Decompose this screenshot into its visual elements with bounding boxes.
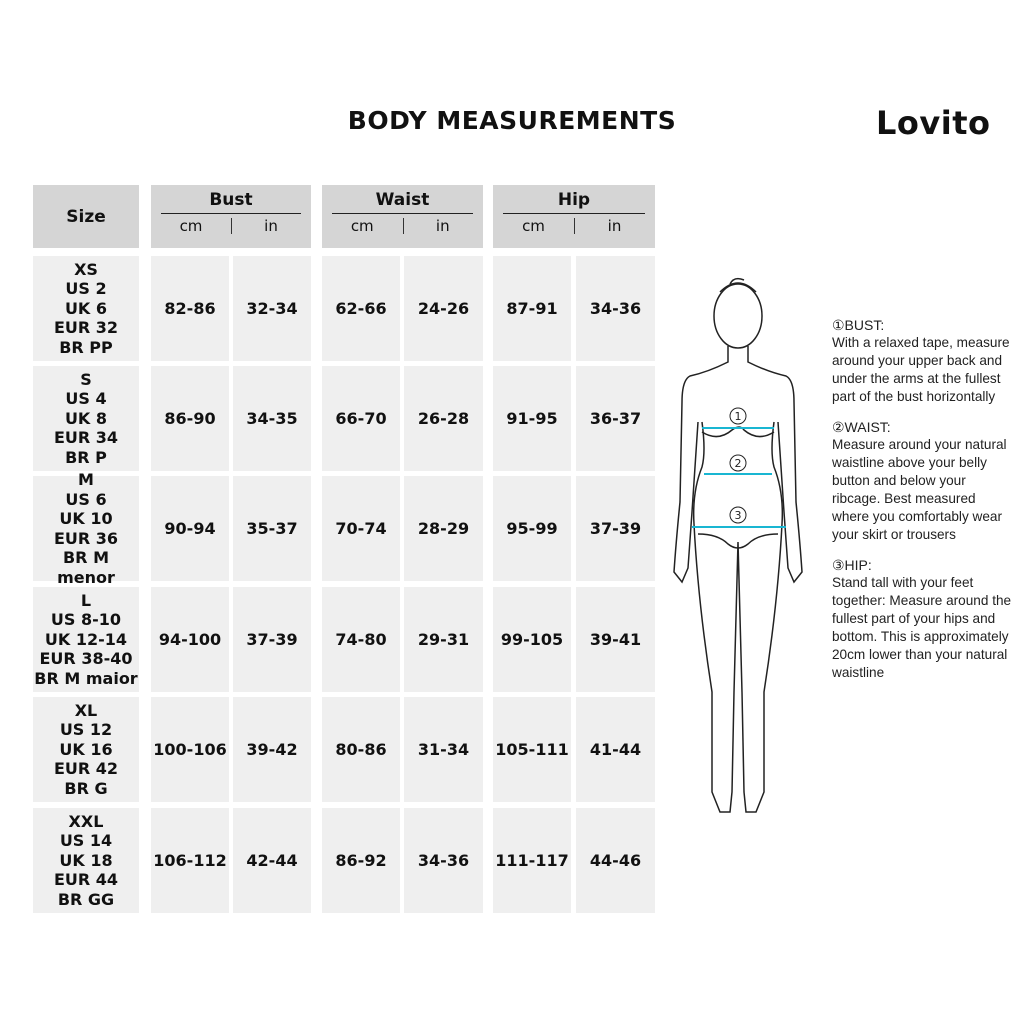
hip-heading: ③HIP: (832, 557, 872, 573)
divider (332, 213, 473, 214)
measurement-cell: 87-91 (493, 256, 571, 361)
measurement-cell: 39-42 (233, 697, 311, 802)
unit-label: in (607, 217, 622, 235)
measurement-cell: 74-80 (322, 587, 400, 692)
size-cell: XL US 12 UK 16 EUR 42 BR G (33, 697, 139, 802)
measurement-cell: 35-37 (233, 476, 311, 581)
size-cell: S US 4 UK 8 EUR 34 BR P (33, 366, 139, 471)
marker-1: 1 (735, 410, 742, 423)
body-figure: 1 2 3 (673, 277, 803, 813)
waist-heading: ②WAIST: (832, 419, 891, 435)
measurement-cell: 32-34 (233, 256, 311, 361)
unit-label: cm (522, 217, 545, 235)
measurement-cell: 34-36 (576, 256, 655, 361)
measurement-cell: 82-86 (151, 256, 229, 361)
measurement-cell: 28-29 (404, 476, 483, 581)
measurement-cell: 70-74 (322, 476, 400, 581)
measurement-cell: 95-99 (493, 476, 571, 581)
group-name: Bust (209, 190, 253, 210)
unit-label: cm (350, 217, 374, 235)
measurement-cell: 29-31 (404, 587, 483, 692)
figure-outline (673, 277, 803, 813)
bust-text: With a relaxed tape, measure around your… (832, 335, 1010, 404)
divider (231, 218, 232, 234)
measurement-cell: 66-70 (322, 366, 400, 471)
measurement-cell: 105-111 (493, 697, 571, 802)
page-title: BODY MEASUREMENTS (347, 106, 677, 135)
column-group-header: Waist cm in (322, 185, 483, 248)
measure-markers: 1 2 3 (729, 407, 747, 524)
waist-text: Measure around your natural waistline ab… (832, 437, 1007, 542)
measurement-cell: 86-92 (322, 808, 400, 913)
measurement-cell: 100-106 (151, 697, 229, 802)
measurement-cell: 24-26 (404, 256, 483, 361)
measurement-cell: 62-66 (322, 256, 400, 361)
measurement-cell: 80-86 (322, 697, 400, 802)
measurement-cell: 41-44 (576, 697, 655, 802)
measurement-cell: 94-100 (151, 587, 229, 692)
marker-3: 3 (735, 509, 742, 522)
measurement-cell: 106-112 (151, 808, 229, 913)
size-cell: L US 8-10 UK 12-14 EUR 38-40 BR M maior (33, 587, 139, 692)
unit-label: cm (179, 217, 203, 235)
column-group-header: Hip cm in (493, 185, 655, 248)
measurement-cell: 36-37 (576, 366, 655, 471)
measurement-cell: 37-39 (233, 587, 311, 692)
measurement-cell: 91-95 (493, 366, 571, 471)
measurement-cell: 99-105 (493, 587, 571, 692)
measurement-cell: 26-28 (404, 366, 483, 471)
measurement-cell: 90-94 (151, 476, 229, 581)
brand-logo: Lovito (876, 104, 991, 142)
size-cell: XS US 2 UK 6 EUR 32 BR PP (33, 256, 139, 361)
size-cell: M US 6 UK 10 EUR 36 BR M menor (33, 470, 139, 587)
divider (161, 213, 301, 214)
unit-label: in (435, 217, 450, 235)
column-group-header: Bust cm in (151, 185, 311, 248)
measurement-cell: 42-44 (233, 808, 311, 913)
unit-label: in (264, 217, 278, 235)
bust-heading: ①BUST: (832, 317, 885, 333)
measurement-cell: 34-36 (404, 808, 483, 913)
tape-lines (692, 427, 786, 528)
measurement-cell: 44-46 (576, 808, 655, 913)
measurement-cell: 39-41 (576, 587, 655, 692)
measurement-cell: 34-35 (233, 366, 311, 471)
group-name: Waist (375, 190, 430, 210)
group-name: Hip (557, 190, 591, 210)
divider (574, 218, 575, 234)
divider (503, 213, 645, 214)
size-header: Size (33, 185, 139, 248)
marker-2: 2 (735, 457, 742, 470)
measurement-cell: 37-39 (576, 476, 655, 581)
measurement-cell: 86-90 (151, 366, 229, 471)
divider (402, 218, 404, 234)
hip-text: Stand tall with your feet together: Meas… (832, 575, 1012, 680)
measurement-instructions: ①BUST: With a relaxed tape, measure arou… (832, 316, 1012, 682)
measurement-cell: 31-34 (404, 697, 483, 802)
size-cell: XXL US 14 UK 18 EUR 44 BR GG (33, 808, 139, 913)
measurement-cell: 111-117 (493, 808, 571, 913)
